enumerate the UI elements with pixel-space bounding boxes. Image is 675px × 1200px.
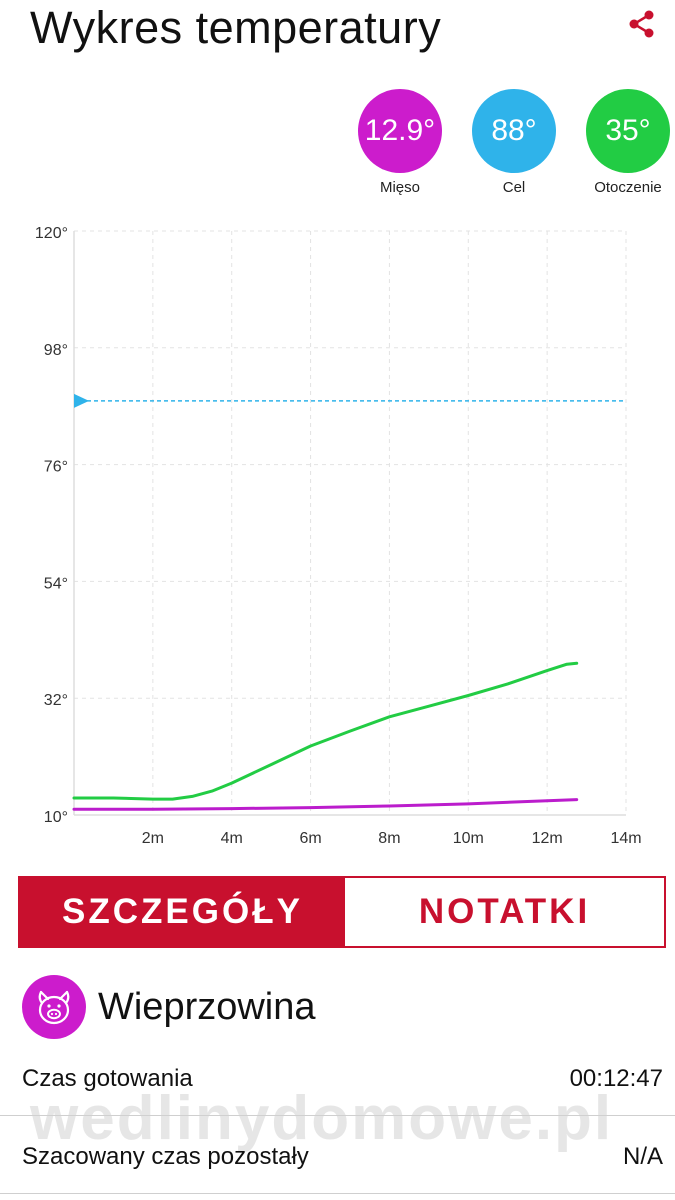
gauge-ambient-circle: 35° — [586, 89, 670, 173]
series-line-meat — [72, 798, 579, 811]
temperature-chart[interactable]: 120° 98° 76° 54° 32° 10° 2m 4m 6m 8m 10m 12m 14m — [0, 215, 675, 855]
x-tick-label: 10m — [453, 830, 484, 847]
y-tick-label: 76° — [44, 459, 68, 476]
info-row-estimated-remaining: Szacowany czas pozostały N/A — [0, 1120, 675, 1194]
y-tick-label: 10° — [44, 809, 68, 826]
meat-name: Wieprzowina — [98, 985, 316, 1028]
gauge-meat[interactable]: 12.9° Mięso — [345, 89, 455, 196]
y-tick-label: 54° — [44, 575, 68, 592]
share-icon — [629, 10, 654, 38]
gauge-target-label: Cel — [502, 179, 526, 196]
cooking-time-label: Czas gotowania — [22, 1064, 193, 1092]
page-title: Wykres temperatury — [30, 2, 442, 53]
gauge-ambient-value: 35° — [605, 114, 651, 147]
x-tick-label: 4m — [221, 830, 243, 847]
series-line-ambient — [72, 661, 579, 801]
gauge-meat-label: Mięso — [379, 179, 420, 196]
tab-bar: SZCZEGÓŁY NOTATKI — [18, 876, 666, 948]
gauge-target-value: 88° — [491, 114, 537, 147]
cooking-time-value: 00:12:47 — [569, 1064, 663, 1092]
gauge-ambient[interactable]: 35° Otoczenie — [573, 89, 675, 196]
x-tick-label: 8m — [378, 830, 400, 847]
tab-details[interactable]: SZCZEGÓŁY — [20, 878, 345, 946]
y-tick-label: 32° — [44, 692, 68, 709]
info-row-cooking-time: Czas gotowania 00:12:47 — [0, 1042, 675, 1116]
y-tick-label: 98° — [44, 342, 68, 359]
y-tick-label: 120° — [35, 225, 68, 242]
gauge-target-circle: 88° — [472, 89, 556, 173]
pig-icon — [22, 975, 86, 1039]
meat-type-row[interactable]: Wieprzowina — [22, 975, 316, 1039]
target-marker — [74, 393, 89, 408]
x-tick-label: 2m — [142, 830, 164, 847]
chart-svg: 120° 98° 76° 54° 32° 10° 2m 4m 6m 8m 10m 12m 14m — [35, 225, 642, 847]
x-tick-label: 12m — [532, 830, 563, 847]
tab-notes[interactable]: NOTATKI — [345, 878, 664, 946]
estimated-remaining-label: Szacowany czas pozostały — [22, 1142, 309, 1170]
gauge-ambient-label: Otoczenie — [594, 179, 662, 196]
x-tick-label: 14m — [610, 830, 641, 847]
gauge-target[interactable]: 88° Cel — [459, 89, 569, 196]
gauge-meat-value: 12.9° — [364, 114, 436, 147]
gauge-meat-circle: 12.9° — [358, 89, 442, 173]
share-button[interactable] — [622, 4, 662, 44]
estimated-remaining-value: N/A — [622, 1142, 663, 1170]
x-tick-label: 6m — [299, 830, 321, 847]
